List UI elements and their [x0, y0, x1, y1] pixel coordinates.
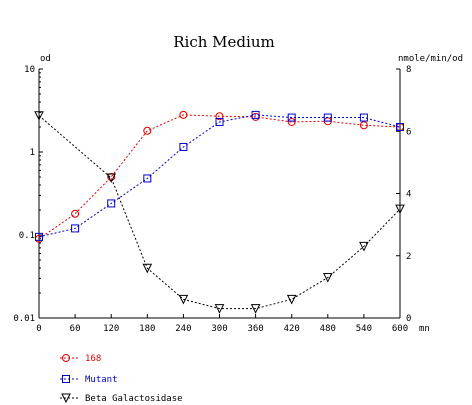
x-tick-label: 360	[247, 324, 263, 334]
legend-item-168: 168	[60, 354, 101, 364]
x-tick-label: 540	[356, 324, 372, 334]
chart-title: Rich Medium	[173, 33, 274, 51]
data-point-beta-galactosidase	[214, 304, 225, 314]
data-point-beta-galactosidase	[359, 241, 369, 252]
data-point-mutant	[143, 174, 152, 183]
data-point-beta-galactosidase	[322, 273, 333, 283]
left-axis-ticks: 0.01 0.1 1 10	[13, 65, 43, 324]
right-tick-label: 2	[406, 252, 411, 262]
right-tick-label: 6	[406, 127, 411, 137]
data-point-beta-galactosidase	[250, 304, 261, 314]
data-point-mutant	[251, 110, 260, 119]
data-point-mutant	[35, 232, 43, 241]
data-point-beta-galactosidase	[142, 263, 153, 274]
x-tick-label: 240	[175, 324, 191, 334]
x-tick-label: 420	[284, 324, 300, 334]
left-tick-label: 1	[30, 148, 35, 158]
data-point-mutant	[179, 142, 188, 151]
right-tick-label: 8	[406, 65, 411, 75]
data-point-168	[71, 209, 80, 218]
legend-label-beta-galactosidase: Beta Galactosidase	[85, 394, 183, 404]
x-tick-label: 600	[392, 324, 408, 334]
data-point-beta-galactosidase	[106, 173, 117, 184]
data-point-168	[215, 112, 224, 121]
legend-label-mutant: Mutant	[85, 375, 118, 385]
legend-item-mutant: Mutant	[60, 375, 118, 385]
data-point-mutant	[359, 113, 368, 122]
data-point-mutant	[287, 113, 296, 122]
left-tick-label: 10	[24, 65, 35, 75]
right-axis-ticks: 0 2 4 6 8	[396, 65, 411, 324]
x-tick-label: 180	[139, 324, 155, 334]
data-point-168	[287, 117, 296, 126]
data-point-168	[359, 121, 368, 130]
x-tick-label: 60	[70, 324, 81, 334]
data-point-mutant	[396, 123, 404, 132]
series-line-mutant	[38, 114, 401, 238]
x-tick-label: 480	[320, 324, 336, 334]
data-point-mutant	[323, 113, 332, 122]
legend-label-168: 168	[85, 354, 101, 364]
left-tick-label: 0.01	[13, 314, 35, 324]
x-tick-label: 0	[36, 324, 41, 334]
x-axis-ticks: 0 60 120 180 240 300 360 420 480 540 600	[36, 314, 408, 334]
data-point-168	[143, 126, 152, 135]
data-point-beta-galactosidase	[178, 294, 189, 305]
data-point-mutant	[107, 199, 116, 208]
right-axis-unit: nmole/min/od	[398, 54, 463, 64]
series-layer	[34, 110, 405, 314]
data-point-168	[179, 110, 188, 119]
data-point-mutant	[71, 224, 80, 233]
right-tick-label: 0	[406, 314, 411, 324]
legend-marker-168	[62, 354, 70, 362]
data-point-beta-galactosidase	[34, 111, 44, 121]
series-line-168	[38, 114, 401, 240]
x-tick-label: 120	[103, 324, 119, 334]
data-point-mutant	[215, 117, 224, 126]
series-line-beta-galactosidase	[38, 115, 401, 310]
legend-marker-mutant	[62, 375, 70, 383]
x-tick-label: 300	[211, 324, 227, 334]
legend: 168 Mutant Beta Galactosidase	[60, 354, 183, 404]
left-axis-unit: od	[40, 54, 51, 64]
left-tick-label: 0.1	[19, 231, 35, 241]
right-tick-label: 4	[406, 190, 411, 200]
x-axis-unit: mn	[419, 324, 430, 334]
legend-item-beta-galactosidase: Beta Galactosidase	[60, 393, 183, 404]
legend-marker-beta-galactosidase	[61, 393, 71, 404]
data-point-beta-galactosidase	[286, 294, 297, 305]
data-point-beta-galactosidase	[395, 204, 405, 215]
